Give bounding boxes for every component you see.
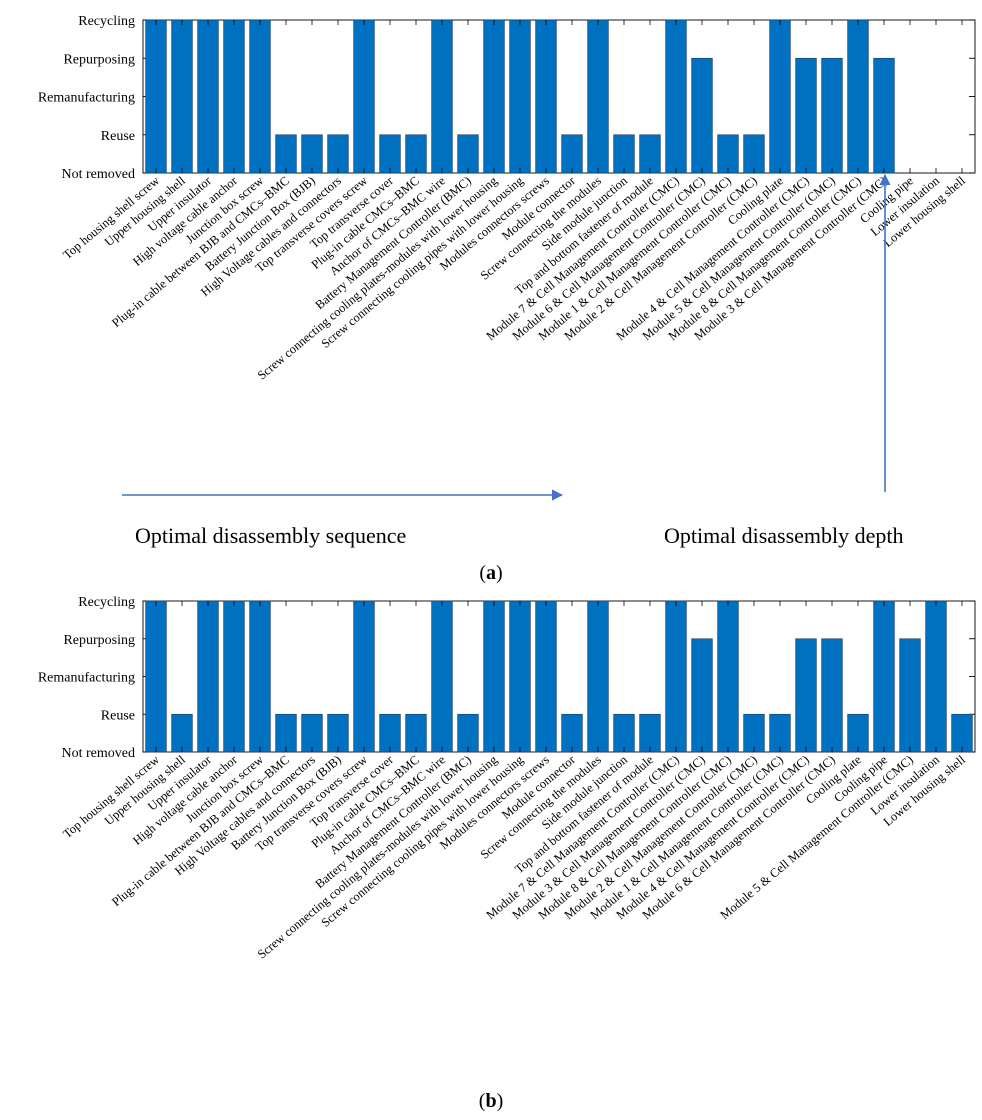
bar-module-3-cell-management-controller-cmc — [691, 638, 713, 753]
bar-module-1-cell-management-controller-cmc — [769, 713, 791, 753]
bar-module-6-cell-management-controller-cmc — [691, 57, 713, 174]
bar-top-housing-shell-screw — [145, 19, 167, 174]
bar-upper-housing-shell — [171, 713, 193, 753]
bar-module-4-cell-management-controller-cmc — [795, 638, 817, 753]
y-tick-label: Recycling — [78, 14, 135, 29]
chart-panel-b: Not removed Reuse Remanufacturing Repurposi… — [38, 595, 976, 961]
bar-module-1-cell-management-controller-cmc — [717, 134, 739, 174]
bar-cooling-plate — [769, 19, 791, 174]
bar-module-connector — [561, 713, 583, 753]
bar-upper-insulator — [197, 600, 219, 753]
y-tick-label: Not removed — [62, 746, 135, 761]
chart-panel-a: Not removed Reuse Remanufacturing Repurposi… — [38, 14, 976, 382]
bar-modules-connectors-screws — [535, 600, 557, 753]
bar-top-housing-shell-screw — [145, 600, 167, 753]
depth-caption: Optimal disassembly depth — [664, 523, 904, 548]
panel-label-a: (a) — [479, 562, 502, 584]
panel-label-b: (b) — [479, 1090, 503, 1112]
bar-plug-in-cable-cmcs-bmc — [405, 713, 427, 753]
bar-lower-housing-shell — [951, 713, 973, 753]
y-tick-label: Repurposing — [63, 52, 135, 67]
bar-module-3-cell-management-controller-cmc — [873, 57, 895, 174]
bar-cooling-plate — [847, 713, 869, 753]
bar-upper-insulator — [197, 19, 219, 174]
bar-junction-box-screw — [249, 600, 271, 753]
bar-cooling-pipe — [873, 600, 895, 753]
bar-module-7-cell-management-controller-cmc — [665, 19, 687, 174]
bar-module-2-cell-management-controller-cmc — [743, 134, 765, 174]
bar-plug-in-cable-cmcs-bmc — [405, 134, 427, 174]
bar-screw-connecting-cooling-pipes-with-lower-housing — [509, 600, 531, 753]
bar-anchor-of-cmcs-bmc-wire — [431, 600, 453, 753]
bar-battery-management-controller-bmc — [457, 134, 479, 174]
bar-battery-management-controller-bmc — [457, 713, 479, 753]
bar-module-2-cell-management-controller-cmc — [743, 713, 765, 753]
bar-high-voltage-cables-and-connectors — [327, 134, 349, 174]
bar-top-transverse-cover — [379, 713, 401, 753]
bar-battery-junction-box-bjb — [327, 713, 349, 753]
bar-side-module-junction — [613, 134, 635, 174]
bar-battery-junction-box-bjb — [301, 134, 323, 174]
bar-top-and-bottom-fastener-of-module — [639, 134, 661, 174]
bar-high-voltage-cable-anchor — [223, 19, 245, 174]
bar-plug-in-cable-between-bjb-and-cmcs-bmc — [275, 713, 297, 753]
y-tick-label: Repurposing — [63, 633, 135, 648]
y-tick-label: Not removed — [62, 167, 135, 182]
bar-top-and-bottom-fastener-of-module — [639, 713, 661, 753]
bar-top-transverse-covers-screw — [353, 19, 375, 174]
bar-side-module-junction — [613, 713, 635, 753]
bar-screw-connecting-cooling-plates-modules-with-lower-housing — [483, 600, 505, 753]
bar-high-voltage-cables-and-connectors — [301, 713, 323, 753]
bar-lower-insulation — [925, 600, 947, 753]
bar-high-voltage-cable-anchor — [223, 600, 245, 753]
y-tick-label: Remanufacturing — [38, 91, 135, 106]
bar-plug-in-cable-between-bjb-and-cmcs-bmc — [275, 134, 297, 174]
bar-module-5-cell-management-controller-cmc — [899, 638, 921, 753]
y-tick-label: Reuse — [101, 129, 135, 144]
bar-module-8-cell-management-controller-cmc — [847, 19, 869, 174]
bar-module-7-cell-management-controller-cmc — [665, 600, 687, 753]
bar-screw-connecting-cooling-plates-modules-with-lower-housing — [483, 19, 505, 174]
bar-screw-connecting-the-modules — [587, 600, 609, 753]
sequence-caption: Optimal disassembly sequence — [135, 523, 406, 548]
bar-junction-box-screw — [249, 19, 271, 174]
bar-modules-connectors-screws — [535, 19, 557, 174]
y-tick-label: Recycling — [78, 595, 135, 610]
bar-module-8-cell-management-controller-cmc — [717, 600, 739, 753]
bar-anchor-of-cmcs-bmc-wire — [431, 19, 453, 174]
bar-upper-housing-shell — [171, 19, 193, 174]
bar-module-4-cell-management-controller-cmc — [795, 57, 817, 174]
bar-top-transverse-cover — [379, 134, 401, 174]
y-tick-label: Remanufacturing — [38, 671, 135, 686]
bar-module-connector — [561, 134, 583, 174]
bar-screw-connecting-cooling-pipes-with-lower-housing — [509, 19, 531, 174]
bar-screw-connecting-the-modules — [587, 19, 609, 174]
bar-top-transverse-covers-screw — [353, 600, 375, 753]
bar-module-6-cell-management-controller-cmc — [821, 638, 843, 753]
bar-module-5-cell-management-controller-cmc — [821, 57, 843, 174]
y-tick-label: Reuse — [101, 708, 135, 723]
